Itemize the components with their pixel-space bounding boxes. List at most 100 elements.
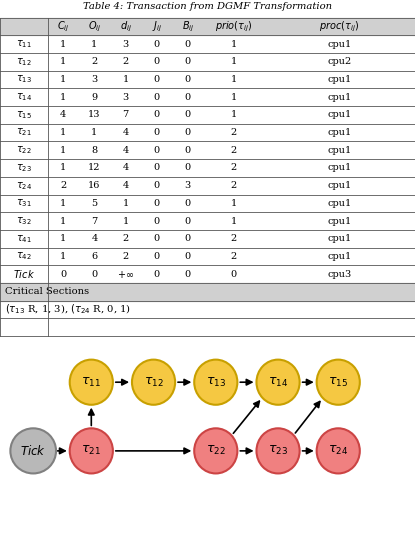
Text: 1: 1 — [122, 216, 129, 226]
Text: cpu1: cpu1 — [327, 146, 352, 155]
Text: $\tau_{15}$: $\tau_{15}$ — [328, 376, 348, 389]
Text: cpu1: cpu1 — [327, 252, 352, 261]
Text: 0: 0 — [185, 57, 191, 66]
Text: 7: 7 — [122, 110, 129, 119]
Text: 0: 0 — [185, 270, 191, 279]
Text: $\tau_{21}$: $\tau_{21}$ — [81, 444, 101, 457]
Text: $\tau_{31}$: $\tau_{31}$ — [16, 198, 32, 209]
Text: 1: 1 — [60, 252, 66, 261]
Text: $Tick$: $Tick$ — [20, 444, 46, 458]
Ellipse shape — [70, 360, 113, 405]
Text: $\tau_{13}$: $\tau_{13}$ — [16, 74, 32, 85]
Ellipse shape — [317, 360, 360, 405]
Text: 1: 1 — [91, 40, 98, 48]
Text: 3: 3 — [185, 181, 191, 190]
Text: $B_{ij}$: $B_{ij}$ — [181, 19, 194, 33]
Text: 4: 4 — [91, 234, 98, 243]
Text: cpu1: cpu1 — [327, 93, 352, 102]
Text: 0: 0 — [185, 75, 191, 84]
Bar — [0, 18, 415, 35]
Text: 3: 3 — [122, 40, 129, 48]
Text: 1: 1 — [60, 216, 66, 226]
Text: cpu1: cpu1 — [327, 75, 352, 84]
Text: 1: 1 — [230, 57, 237, 66]
Text: 2: 2 — [122, 234, 129, 243]
Text: $\tau_{23}$: $\tau_{23}$ — [268, 444, 288, 457]
Text: $O_{ij}$: $O_{ij}$ — [88, 19, 101, 33]
Ellipse shape — [256, 428, 300, 473]
Text: 2: 2 — [91, 57, 98, 66]
Text: 0: 0 — [154, 110, 160, 119]
Ellipse shape — [10, 428, 56, 473]
Ellipse shape — [194, 360, 237, 405]
Text: $\tau_{21}$: $\tau_{21}$ — [16, 127, 32, 138]
Text: cpu1: cpu1 — [327, 181, 352, 190]
Ellipse shape — [317, 428, 360, 473]
Text: 4: 4 — [122, 164, 129, 172]
Text: 2: 2 — [230, 181, 237, 190]
Text: 1: 1 — [122, 75, 129, 84]
Ellipse shape — [256, 360, 300, 405]
Text: 3: 3 — [122, 93, 129, 102]
Text: 1: 1 — [230, 75, 237, 84]
Text: 9: 9 — [91, 93, 98, 102]
Text: 0: 0 — [185, 234, 191, 243]
Text: $J_{ij}$: $J_{ij}$ — [151, 19, 162, 33]
Text: 0: 0 — [185, 110, 191, 119]
Text: cpu1: cpu1 — [327, 110, 352, 119]
Text: $\tau_{15}$: $\tau_{15}$ — [16, 109, 32, 121]
Text: 4: 4 — [122, 128, 129, 137]
Text: 0: 0 — [154, 57, 160, 66]
Text: 1: 1 — [60, 234, 66, 243]
Text: $\tau_{24}$: $\tau_{24}$ — [328, 444, 348, 457]
Text: 0: 0 — [154, 146, 160, 155]
Text: 1: 1 — [230, 40, 237, 48]
Text: 13: 13 — [88, 110, 101, 119]
Text: $d_{ij}$: $d_{ij}$ — [120, 19, 132, 33]
Text: 1: 1 — [230, 93, 237, 102]
Text: 2: 2 — [230, 164, 237, 172]
Text: Critical Sections: Critical Sections — [5, 287, 89, 296]
Text: 0: 0 — [154, 40, 160, 48]
Text: 1: 1 — [60, 40, 66, 48]
Text: 1: 1 — [60, 164, 66, 172]
Text: 2: 2 — [230, 234, 237, 243]
Text: 12: 12 — [88, 164, 101, 172]
Text: 5: 5 — [91, 199, 98, 208]
Text: $Tick$: $Tick$ — [13, 268, 35, 280]
Text: 1: 1 — [60, 57, 66, 66]
Ellipse shape — [194, 428, 237, 473]
Text: 2: 2 — [230, 128, 237, 137]
Text: 0: 0 — [154, 128, 160, 137]
Text: $prio(\tau_{ij})$: $prio(\tau_{ij})$ — [215, 19, 252, 33]
Text: 0: 0 — [60, 270, 66, 279]
Text: Table 4: Transaction from DGMF Transformation: Table 4: Transaction from DGMF Transform… — [83, 2, 332, 10]
Text: $\tau_{22}$: $\tau_{22}$ — [16, 144, 32, 156]
Text: 0: 0 — [185, 199, 191, 208]
Text: 2: 2 — [122, 252, 129, 261]
Text: $\tau_{23}$: $\tau_{23}$ — [16, 162, 32, 174]
Text: $\tau_{12}$: $\tau_{12}$ — [16, 56, 32, 68]
Text: 1: 1 — [230, 216, 237, 226]
Text: 16: 16 — [88, 181, 100, 190]
Text: $proc(\tau_{ij})$: $proc(\tau_{ij})$ — [319, 19, 359, 33]
Text: $\tau_{13}$: $\tau_{13}$ — [206, 376, 226, 389]
Text: 1: 1 — [60, 128, 66, 137]
Text: cpu1: cpu1 — [327, 164, 352, 172]
Ellipse shape — [70, 428, 113, 473]
Text: 0: 0 — [154, 93, 160, 102]
Text: cpu1: cpu1 — [327, 128, 352, 137]
Text: 0: 0 — [154, 216, 160, 226]
Text: 0: 0 — [185, 164, 191, 172]
Text: 3: 3 — [91, 75, 98, 84]
Text: 0: 0 — [154, 164, 160, 172]
Text: 0: 0 — [154, 181, 160, 190]
Text: 0: 0 — [154, 270, 160, 279]
Text: 2: 2 — [122, 57, 129, 66]
Text: 7: 7 — [91, 216, 98, 226]
Text: $\tau_{42}$: $\tau_{42}$ — [16, 250, 32, 262]
Text: 1: 1 — [60, 146, 66, 155]
Text: 0: 0 — [185, 128, 191, 137]
Text: 4: 4 — [60, 110, 66, 119]
Text: 0: 0 — [91, 270, 98, 279]
